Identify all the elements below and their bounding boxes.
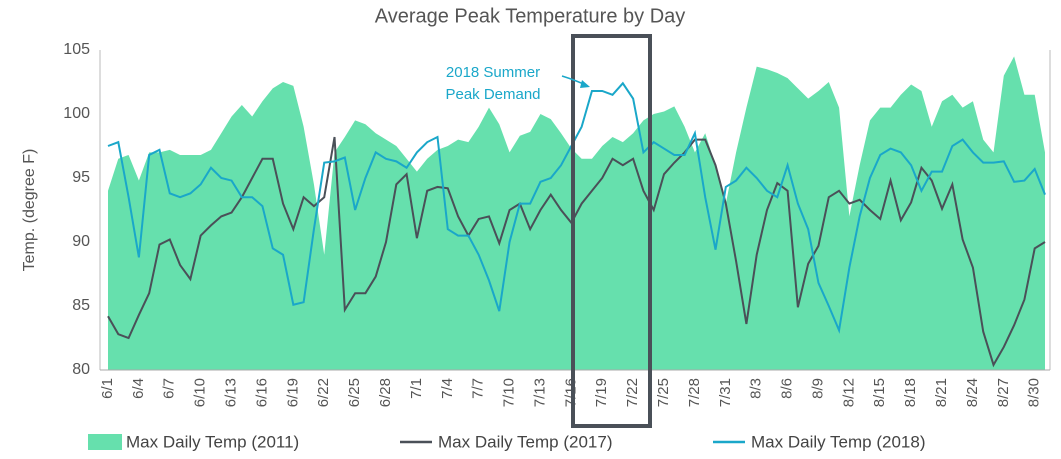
x-tick-label: 8/15 (871, 378, 888, 407)
y-tick-label: 85 (72, 297, 90, 314)
x-tick-label: 6/7 (161, 378, 178, 399)
line (107, 81, 1046, 334)
legend-swatch (88, 434, 122, 450)
x-tick-label: 7/16 (562, 378, 579, 407)
x-tick-label: 8/27 (995, 378, 1012, 407)
chart-title: Average Peak Temperature by Day (375, 5, 686, 27)
x-tick-label: 6/4 (130, 378, 147, 399)
x-tick-label: 6/10 (192, 378, 209, 407)
x-tick-label: 7/22 (624, 378, 641, 407)
y-tick-label: 80 (72, 361, 90, 378)
x-tick-label: 6/28 (377, 378, 394, 407)
x-tick-label: 8/12 (840, 378, 857, 407)
y-tick-label: 105 (63, 41, 90, 58)
annotation: 2018 Summer (446, 64, 540, 81)
x-tick-label: 8/24 (964, 378, 981, 407)
annotation-arrowhead (580, 80, 590, 88)
legend-label: Max Daily Temp (2011) (126, 432, 299, 451)
highlight-box (571, 34, 652, 428)
y-tick-label: 90 (72, 233, 90, 250)
x-tick-label: 8/21 (933, 378, 950, 407)
x-tick-label: 8/18 (902, 378, 919, 407)
y-tick-label: 100 (63, 105, 90, 122)
y-tick-label: 95 (72, 169, 90, 186)
x-tick-label: 8/6 (779, 378, 796, 399)
x-tick-label: 6/16 (253, 378, 270, 407)
x-tick-label: 7/28 (686, 378, 703, 407)
x-tick-label: 7/13 (531, 378, 548, 407)
x-tick-label: 6/22 (315, 378, 332, 407)
y-axis-label: Temp. (degree F) (21, 149, 38, 272)
x-tick-label: 6/13 (223, 378, 240, 407)
x-tick-label: 8/30 (1026, 378, 1043, 407)
x-tick-label: 8/3 (748, 378, 765, 399)
x-tick-label: 7/1 (408, 378, 425, 399)
x-tick-label: 6/1 (99, 378, 116, 399)
x-tick-label: 8/9 (809, 378, 826, 399)
x-tick-label: 7/31 (717, 378, 734, 407)
legend-label: Max Daily Temp (2017) (438, 432, 612, 451)
x-tick-label: 7/4 (439, 378, 456, 399)
x-tick-label: 6/25 (346, 378, 363, 407)
x-tick-label: 7/7 (470, 378, 487, 399)
x-tick-label: 7/25 (655, 378, 672, 407)
line (107, 136, 1046, 368)
annotation: Peak Demand (445, 86, 540, 103)
x-tick-label: 6/19 (284, 378, 301, 407)
legend-label: Max Daily Temp (2018) (751, 432, 925, 451)
x-tick-label: 7/10 (501, 378, 518, 407)
x-tick-label: 7/19 (593, 378, 610, 407)
